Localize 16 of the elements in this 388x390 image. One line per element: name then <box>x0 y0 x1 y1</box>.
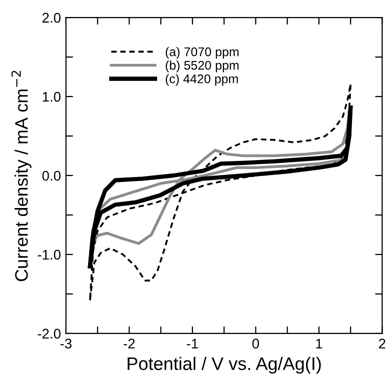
legend-label: (b) 5520 ppm <box>166 60 239 72</box>
x-axis-title: Potential / V vs. Ag/Ag(I) <box>128 356 321 374</box>
legend-label: (c) 4420 ppm <box>166 74 238 86</box>
y-tick-label: 0.0 <box>42 170 61 181</box>
y-axis-title: Current density / mA cm$^{−2}$ <box>11 70 32 282</box>
x-tick-label: -2 <box>124 338 135 348</box>
x-tick-label: -3 <box>60 338 72 349</box>
y-tick-label: -1.0 <box>38 250 61 260</box>
x-tick-label: 0 <box>252 338 260 349</box>
y-tick-label: 2.0 <box>42 12 61 23</box>
legend-label: (a) 7070 ppm <box>166 47 239 59</box>
y-tick-label: -2.0 <box>38 328 61 339</box>
x-tick-label: 1 <box>316 338 322 348</box>
y-tick-label: 1.0 <box>42 92 61 102</box>
x-tick-label: 2 <box>379 338 386 348</box>
x-tick-label: -1 <box>186 338 198 348</box>
